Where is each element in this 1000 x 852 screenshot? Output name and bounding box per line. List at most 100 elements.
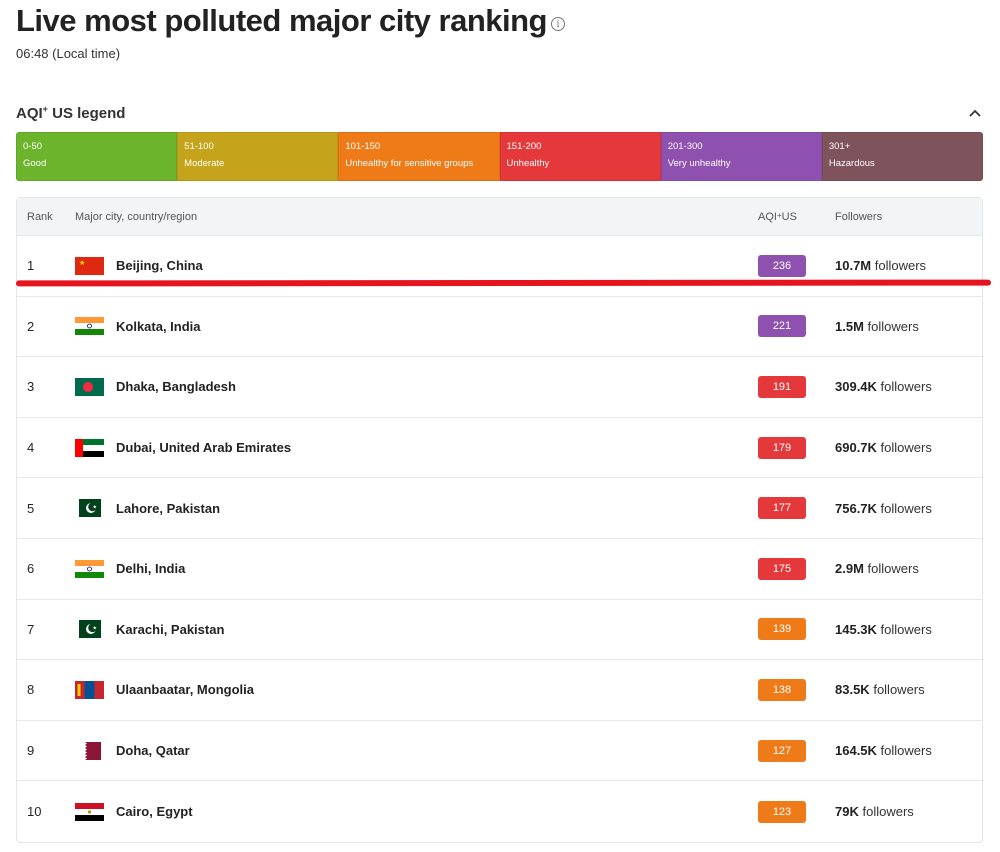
followers-label: followers [862, 804, 914, 820]
aqi-badge: 138 [758, 678, 806, 701]
aqi-badge: 177 [758, 497, 806, 520]
aqi-cell: 123 [758, 800, 835, 823]
followers-label: followers [880, 440, 932, 456]
aqi-badge: 191 [758, 375, 806, 398]
aqi-badge: 139 [758, 618, 806, 641]
legend-range: 151-200 [506, 141, 542, 152]
city-cell[interactable]: Kolkata, India [75, 317, 758, 336]
chevron-up-icon[interactable] [968, 106, 982, 120]
aqi-cell: 221 [758, 315, 835, 338]
city-name[interactable]: Doha, Qatar [116, 743, 190, 759]
aqi-badge: 236 [758, 254, 806, 277]
legend-segment: 51-100 Moderate [177, 132, 339, 181]
rank-cell: 9 [27, 743, 35, 759]
followers-count: 309.4K [835, 379, 877, 395]
legend-range: 51-100 [184, 141, 214, 152]
rank-cell: 2 [27, 318, 35, 334]
rank-cell: 4 [27, 440, 35, 456]
followers-count: 10.7M [835, 258, 872, 274]
city-name[interactable]: Beijing, China [116, 258, 203, 274]
legend-label: Unhealthy [506, 158, 550, 169]
followers-label: followers [867, 318, 919, 334]
local-time: 06:48 (Local time) [16, 46, 121, 61]
rank-cell: 6 [27, 561, 35, 577]
rank-cell: 7 [27, 621, 35, 637]
india-flag-icon [75, 317, 104, 336]
legend-range: 101-150 [345, 141, 381, 152]
header-aqi: AQI + US [758, 211, 835, 223]
followers-label: followers [873, 682, 925, 698]
aqi-cell: 236 [758, 254, 835, 277]
ranking-table: Rank Major city, country/region AQI + US … [16, 197, 983, 843]
table-row[interactable]: 2 Kolkata, India 221 1.5M followers [17, 297, 982, 358]
city-name[interactable]: Karachi, Pakistan [116, 621, 225, 637]
aqi-badge: 123 [758, 800, 806, 823]
city-cell[interactable]: Dubai, United Arab Emirates [75, 438, 758, 457]
legend-label: Good [23, 158, 47, 169]
aqi-cell: 179 [758, 436, 835, 459]
city-name[interactable]: Dubai, United Arab Emirates [116, 440, 292, 456]
city-name[interactable]: Lahore, Pakistan [116, 500, 221, 516]
followers-count: 1.5M [835, 318, 864, 334]
followers-count: 2.9M [835, 561, 864, 577]
legend-segment: 0-50 Good [16, 132, 178, 181]
city-cell[interactable]: Cairo, Egypt [75, 802, 758, 821]
aqi-legend-bar: 0-50 Good 51-100 Moderate 101-150 Unhealthy f… [16, 132, 983, 181]
india-flag-icon [75, 559, 104, 578]
legend-segment: 301+ Hazardous [821, 132, 983, 181]
city-cell[interactable]: Doha, Qatar [75, 741, 758, 760]
aqi-cell: 139 [758, 618, 835, 641]
city-name[interactable]: Cairo, Egypt [116, 804, 193, 820]
city-cell[interactable]: Dhaka, Bangladesh [75, 377, 758, 396]
table-row[interactable]: 1 ★ Beijing, China 236 10.7M followers [17, 236, 982, 297]
table-row[interactable]: 5 ★ Lahore, Pakistan 177 756.7K followers [17, 478, 982, 539]
header-aqi-main: AQI [758, 210, 777, 223]
table-row[interactable]: 7 ★ Karachi, Pakistan 139 145.3K followers [17, 600, 982, 661]
qatar-flag-icon [75, 741, 104, 760]
city-cell[interactable]: Ulaanbaatar, Mongolia [75, 680, 758, 699]
table-row[interactable]: 10 Cairo, Egypt 123 79K followers [17, 781, 982, 842]
legend-label: Moderate [184, 158, 225, 169]
table-row[interactable]: 9 Doha, Qatar 127 164.5K followers [17, 721, 982, 782]
header-city: Major city, country/region [75, 210, 198, 223]
rank-cell: 5 [27, 500, 35, 516]
rank-cell: 8 [27, 682, 35, 698]
followers-count: 83.5K [835, 682, 870, 698]
header-followers: Followers [835, 210, 883, 223]
svg-text:★: ★ [92, 505, 97, 511]
info-icon[interactable]: i [551, 17, 565, 31]
followers-cell: 690.7K followers [835, 440, 982, 455]
aqi-cell: 191 [758, 375, 835, 398]
red-underline-annotation [15, 279, 992, 287]
legend-label: Unhealthy for sensitive groups [345, 158, 474, 169]
table-row[interactable]: 6 Delhi, India 175 2.9M followers [17, 539, 982, 600]
followers-cell: 10.7M followers [835, 258, 982, 273]
city-cell[interactable]: ★ Karachi, Pakistan [75, 620, 758, 639]
city-cell[interactable]: ★ Beijing, China [75, 256, 758, 275]
bangladesh-flag-icon [75, 377, 104, 396]
city-name[interactable]: Delhi, India [116, 561, 186, 577]
mongolia-flag-icon [75, 680, 104, 699]
rank-cell: 10 [27, 804, 42, 820]
city-name[interactable]: Dhaka, Bangladesh [116, 379, 236, 395]
city-name[interactable]: Ulaanbaatar, Mongolia [116, 682, 254, 698]
table-row[interactable]: 3 Dhaka, Bangladesh 191 309.4K followers [17, 357, 982, 418]
followers-cell: 309.4K followers [835, 379, 982, 394]
legend-segment: 201-300 Very unhealthy [660, 132, 822, 181]
city-cell[interactable]: Delhi, India [75, 559, 758, 578]
followers-cell: 83.5K followers [835, 682, 982, 697]
followers-label: followers [867, 561, 919, 577]
svg-text:★: ★ [79, 259, 85, 267]
city-cell[interactable]: ★ Lahore, Pakistan [75, 499, 758, 518]
aqi-badge: 127 [758, 739, 806, 762]
uae-flag-icon [75, 438, 104, 457]
city-name[interactable]: Kolkata, India [116, 318, 201, 334]
table-row[interactable]: 4 Dubai, United Arab Emirates 179 690.7K fo… [17, 418, 982, 479]
china-flag-icon: ★ [75, 256, 104, 275]
followers-cell: 1.5M followers [835, 319, 982, 334]
aqi-cell: 177 [758, 497, 835, 520]
followers-cell: 756.7K followers [835, 501, 982, 516]
table-row[interactable]: 8 Ulaanbaatar, Mongolia 138 83.5K followers [17, 660, 982, 721]
aqi-badge: 179 [758, 436, 806, 459]
legend-header: AQI+ US legend [16, 104, 982, 122]
